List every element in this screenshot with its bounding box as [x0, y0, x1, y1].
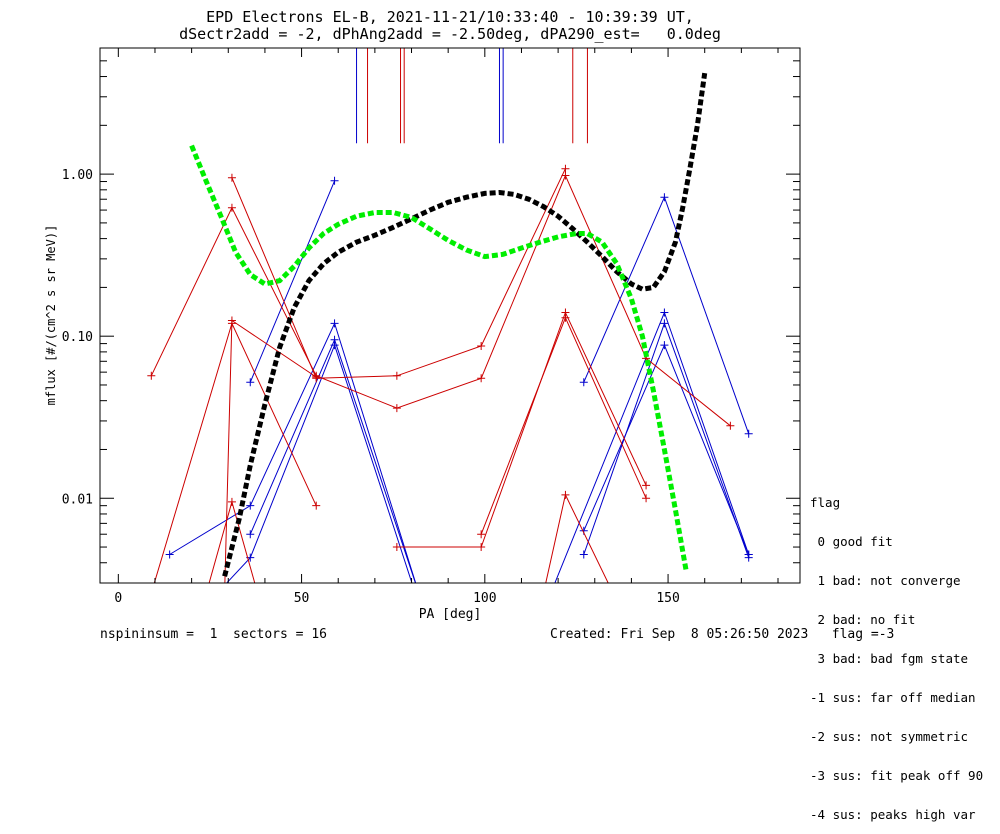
data-point-marker: [246, 501, 255, 510]
chart-title-line1: EPD Electrons EL-B, 2021-11-21/10:33:40 …: [206, 8, 694, 26]
data-point-marker: [477, 341, 486, 350]
green-fit-curve: [189, 144, 689, 573]
legend-item: -4 sus: peaks high var: [810, 807, 976, 822]
y-tick-label: 0.01: [62, 492, 93, 507]
series-line: [153, 321, 317, 583]
legend-item: -1 sus: far off median: [810, 690, 976, 705]
x-tick-label: 100: [473, 591, 496, 606]
data-point-marker: [312, 372, 321, 381]
data-point-marker: [660, 319, 669, 328]
series-line: [545, 493, 609, 583]
data-point-marker: [660, 308, 669, 317]
legend-title: flag: [810, 495, 841, 510]
series-line: [554, 311, 750, 583]
data-point-marker: [392, 371, 401, 380]
legend-item: -3 sus: fit peak off 90: [810, 768, 984, 783]
fit-curves: [189, 72, 708, 577]
plot-area: 0 50 100 150 0.01 0.10 1.00 PA [deg] mflux [#/…: [44, 47, 801, 622]
vertical-markers: [356, 48, 588, 144]
legend-item: 3 bad: bad fgm state: [810, 651, 969, 666]
data-point-marker: [246, 530, 255, 539]
data-point-marker: [227, 497, 236, 506]
series-line: [583, 321, 750, 558]
data-point-marker: [561, 171, 570, 180]
data-point-marker: [227, 316, 236, 325]
data-point-marker: [330, 319, 339, 328]
y-axis-label: mflux [#/(cm^2 s sr MeV)]: [44, 225, 58, 406]
series-line: [169, 322, 417, 583]
series-line: [150, 174, 731, 427]
data-point-marker: [726, 421, 735, 430]
y-tick-label: 0.10: [62, 330, 93, 345]
y-tick-label: 1.00: [62, 168, 93, 183]
x-tick-label: 150: [656, 591, 679, 606]
data-point-marker: [227, 203, 236, 212]
legend-item: 1 bad: not converge: [810, 573, 961, 588]
data-point-marker: [642, 481, 651, 490]
data-point-marker: [477, 543, 486, 552]
plot-frame: [99, 47, 801, 584]
data-point-marker: [561, 490, 570, 499]
black-fit-curve: [222, 72, 708, 577]
footer-spin-info: nspininsum = 1 sectors = 16: [100, 627, 327, 642]
data-point-marker: [330, 341, 339, 350]
data-point-marker: [147, 371, 156, 380]
legend-item: 0 good fit: [810, 534, 893, 549]
footer-created-info: Created: Fri Sep 8 05:26:50 2023 flag =-…: [550, 627, 895, 642]
legend-item: -2 sus: not symmetric: [810, 729, 969, 744]
data-point-marker: [744, 429, 753, 438]
data-point-marker: [330, 176, 339, 185]
flag-legend: flag 0 good fit 1 bad: not converge 2 ba…: [810, 470, 983, 834]
data-point-marker: [579, 550, 588, 559]
series-line: [249, 180, 336, 383]
x-tick-label: 0: [114, 591, 122, 606]
data-point-marker: [561, 313, 570, 322]
series-line: [396, 311, 647, 548]
x-axis-label: PA [deg]: [419, 607, 482, 622]
series-line: [583, 195, 750, 434]
legend-item: 2 bad: no fit: [810, 612, 916, 627]
data-point-marker: [246, 378, 255, 387]
data-point-marker: [165, 550, 174, 559]
data-point-marker: [660, 193, 669, 202]
series-line: [226, 343, 413, 583]
data-point-marker: [392, 404, 401, 413]
data-point-marker: [561, 164, 570, 173]
data-point-marker: [227, 173, 236, 182]
x-tick-label: 50: [294, 591, 310, 606]
axes: 0 50 100 150 0.01 0.10 1.00: [62, 47, 800, 606]
data-point-marker: [477, 530, 486, 539]
data-point-marker: [477, 374, 486, 383]
data-point-marker: [579, 378, 588, 387]
data-point-marker: [312, 501, 321, 510]
data-point-marker: [642, 494, 651, 503]
data-point-marker: [744, 550, 753, 559]
data-point-marker: [392, 543, 401, 552]
chart-title-line2: dSectr2add = -2, dPhAng2add = -2.50deg, …: [179, 25, 721, 43]
data-point-marker: [660, 341, 669, 350]
data-series: [147, 164, 753, 583]
series-line: [224, 319, 317, 583]
